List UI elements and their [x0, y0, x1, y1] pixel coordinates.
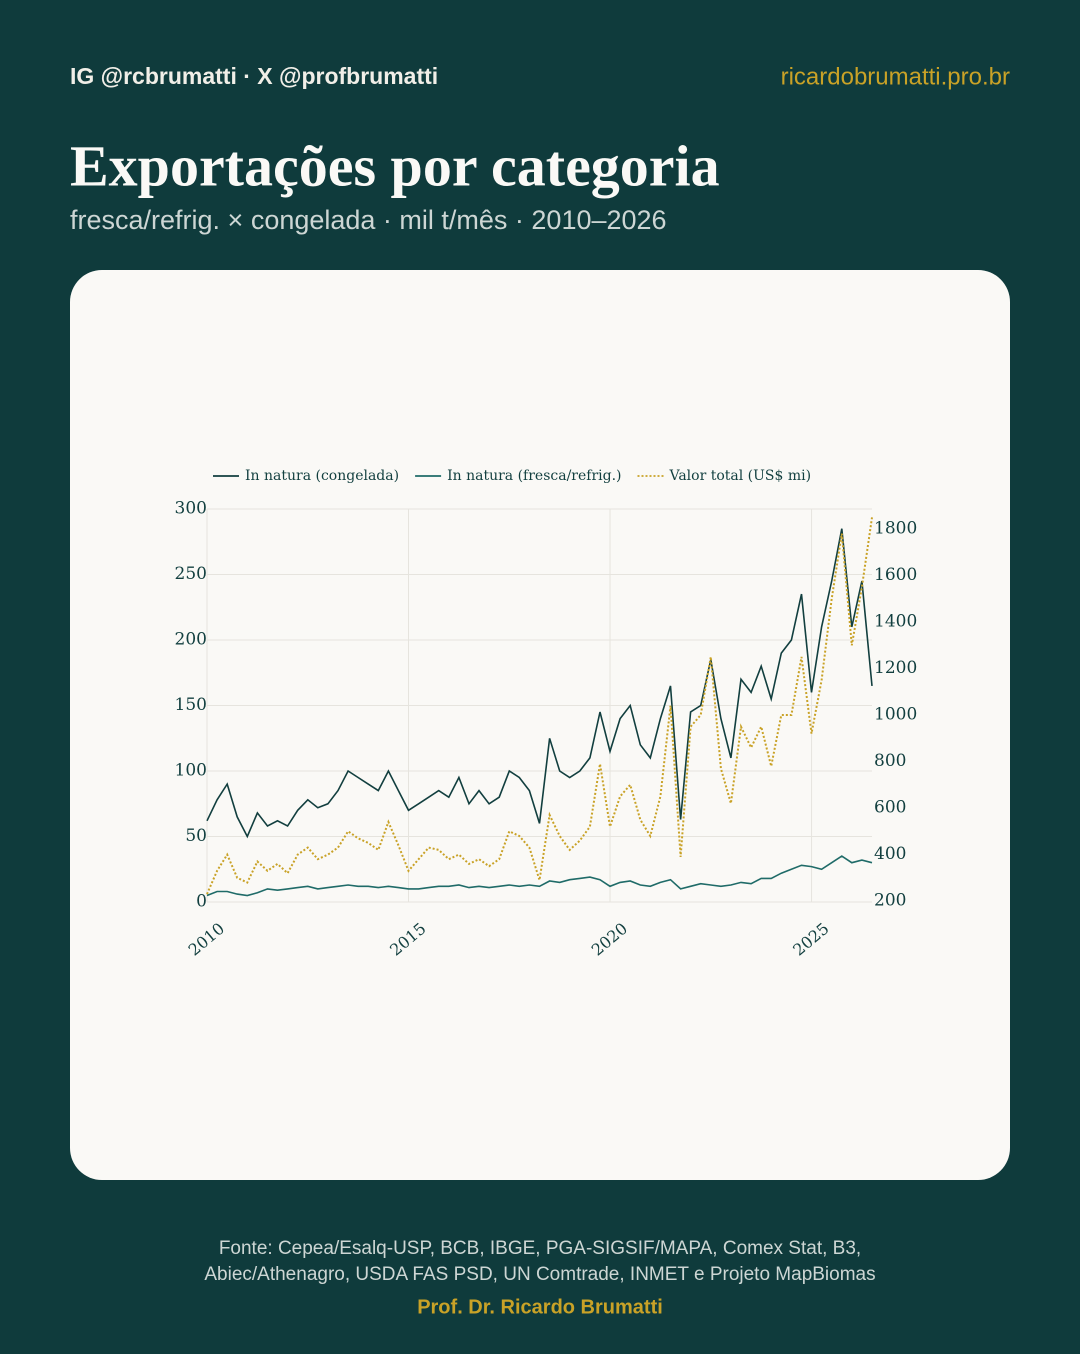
y2-tick-label: 1800 — [874, 518, 917, 538]
y2-tick-label: 400 — [874, 844, 906, 864]
y-tick-label: 200 — [175, 630, 207, 650]
y2-tick-label: 1600 — [874, 565, 917, 585]
y2-tick-label: 1400 — [874, 612, 917, 632]
y-tick-label: 300 — [175, 499, 207, 519]
legend-label: In natura (fresca/refrig.) — [447, 468, 621, 484]
card — [70, 270, 1010, 1180]
y2-tick-label: 1000 — [874, 705, 917, 725]
source: Abiec/Athenagro, USDA FAS PSD, UN Comtra… — [204, 1264, 875, 1285]
legend-label: In natura (congelada) — [245, 468, 399, 484]
y-tick-label: 0 — [196, 892, 207, 912]
handles: IG @rcbrumatti · X @profbrumatti — [70, 63, 438, 89]
y-tick-label: 250 — [175, 564, 207, 584]
y-tick-label: 50 — [185, 826, 207, 846]
y2-tick-label: 800 — [874, 751, 906, 771]
series-line — [206, 517, 873, 895]
site: ricardobrumatti.pro.br — [781, 63, 1010, 90]
title: Exportações por categoria — [70, 133, 720, 198]
y-tick-label: 100 — [175, 761, 207, 781]
legend-label: Valor total (US$ mi) — [669, 468, 812, 484]
subtitle: fresca/refrig. × congelada · mil t/mês ·… — [70, 205, 667, 235]
y2-tick-label: 600 — [874, 798, 906, 818]
y2-tick-label: 1200 — [874, 658, 917, 678]
source: Fonte: Cepea/Esalq-USP, BCB, IBGE, PGA-S… — [219, 1238, 861, 1259]
y-tick-label: 150 — [175, 695, 207, 715]
series-line — [206, 855, 873, 897]
y2-tick-label: 200 — [874, 891, 906, 911]
author: Prof. Dr. Ricardo Brumatti — [417, 1296, 663, 1318]
series-line — [206, 528, 873, 839]
